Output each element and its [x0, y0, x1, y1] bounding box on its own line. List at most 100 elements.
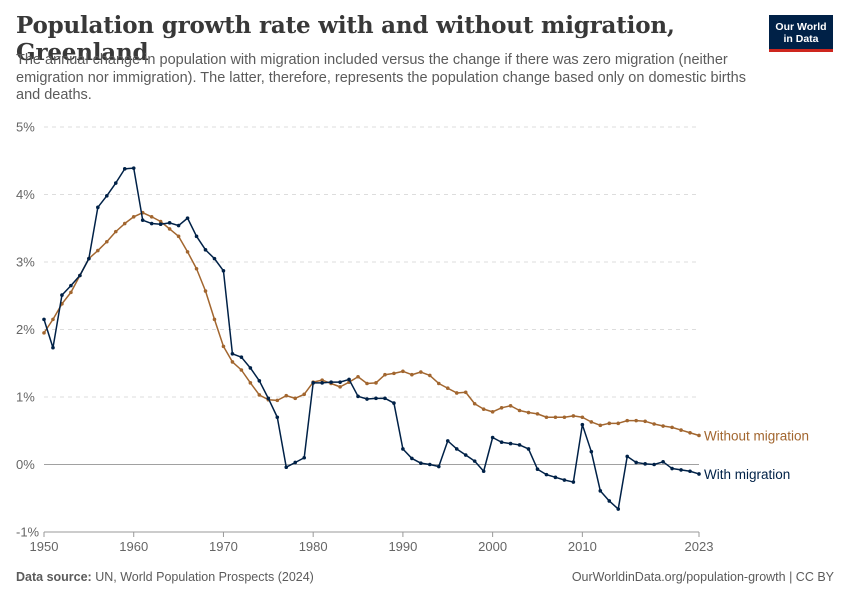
x-tick-label: 1950	[30, 539, 59, 554]
with-migration-point	[401, 447, 405, 451]
with-migration-point	[51, 345, 55, 350]
x-tick-label: 1970	[209, 539, 238, 554]
with-migration-point	[338, 380, 342, 384]
with-migration-point	[428, 462, 432, 467]
without-migration-point	[176, 234, 181, 239]
without-migration-point	[490, 410, 495, 414]
without-migration-point	[553, 415, 558, 420]
y-tick-label: 1%	[16, 390, 35, 405]
with-migration-point	[526, 447, 531, 451]
chart-title: Population growth rate with and without …	[16, 12, 675, 66]
with-migration-point	[383, 396, 387, 401]
with-migration-point	[239, 355, 244, 359]
without-migration-point	[607, 421, 612, 426]
source-url[interactable]: OurWorldinData.org/population-growth | C…	[571, 570, 834, 584]
without-migration-point	[410, 372, 414, 377]
without-migration-line	[43, 211, 700, 437]
with-migration-point	[356, 394, 360, 399]
with-migration-point	[553, 475, 558, 480]
data-source-text[interactable]: UN, World Population Prospects (2024)	[95, 570, 314, 584]
with-migration-point	[517, 443, 522, 447]
without-migration-point	[69, 290, 73, 295]
without-migration-point	[428, 373, 432, 378]
with-migration-point	[122, 167, 127, 171]
without-migration-point	[445, 386, 450, 391]
without-migration-point	[688, 430, 692, 435]
with-migration-point	[661, 460, 665, 464]
with-migration-point	[149, 221, 154, 226]
without-migration-point	[463, 390, 468, 395]
with-migration-point	[589, 449, 594, 454]
with-migration-point	[60, 293, 64, 297]
without-migration-point	[544, 415, 549, 420]
without-migration-point	[248, 381, 253, 385]
with-migration-point	[643, 462, 647, 466]
without-migration-point	[284, 393, 289, 398]
with-migration-point	[481, 469, 486, 474]
with-migration-point	[78, 273, 82, 278]
without-migration-label: Without migration	[704, 428, 809, 443]
without-migration-point	[589, 420, 594, 424]
data-source: Data source: UN, World Population Prospe…	[16, 570, 314, 584]
without-migration-point	[616, 421, 621, 426]
y-tick-label: 3%	[16, 255, 35, 270]
with-migration-point	[176, 223, 181, 228]
without-migration-point	[365, 381, 369, 386]
grid-lines	[44, 126, 699, 533]
x-tick-label: 1990	[388, 539, 417, 554]
with-migration-point	[616, 507, 621, 511]
without-migration-point	[221, 344, 226, 349]
with-migration-point	[652, 462, 656, 467]
with-migration-point	[87, 256, 91, 261]
without-migration-point	[679, 428, 683, 432]
without-migration-point	[598, 423, 603, 428]
x-tick-label: 1980	[299, 539, 328, 554]
with-migration-point	[670, 466, 674, 471]
with-migration-point	[131, 166, 136, 170]
series-labels: Without migration With migration	[704, 428, 809, 481]
without-migration-point	[392, 371, 396, 376]
without-migration-point	[203, 289, 208, 293]
y-axis-ticks: -1% 0% 1% 2% 3% 4% 5%	[16, 120, 40, 540]
owid-logo[interactable]: Our World in Data	[769, 15, 833, 52]
without-migration-point	[481, 407, 486, 411]
without-migration-point	[517, 408, 522, 413]
y-tick-label: 0%	[16, 457, 35, 472]
without-migration-point	[212, 317, 217, 322]
without-migration-point	[122, 221, 127, 226]
with-migration-point	[302, 455, 307, 460]
with-migration-point	[347, 377, 351, 382]
without-migration-point	[356, 374, 360, 379]
without-migration-point	[562, 415, 567, 420]
without-migration-point	[652, 422, 656, 426]
without-migration-point	[419, 370, 423, 374]
with-migration-point	[571, 480, 576, 484]
data-source-label: Data source:	[16, 570, 92, 584]
with-migration-point	[194, 234, 199, 239]
with-migration-point	[113, 181, 118, 185]
with-migration-point	[598, 489, 603, 493]
with-migration-point	[580, 422, 585, 427]
without-migration-point	[194, 266, 199, 271]
without-migration-point	[499, 406, 504, 410]
with-migration-point	[185, 216, 190, 220]
with-migration-point	[320, 381, 324, 385]
chart-subtitle: The annual change in population with mig…	[16, 52, 746, 103]
logo-line-2: in Data	[783, 33, 819, 45]
with-migration-point	[625, 454, 630, 459]
y-tick-label: 5%	[16, 120, 35, 135]
with-migration-point	[607, 499, 612, 503]
without-migration-point	[580, 415, 585, 420]
without-migration-point	[508, 403, 513, 408]
without-migration-point	[436, 381, 441, 386]
with-migration-point	[535, 467, 540, 472]
with-migration-point	[679, 468, 683, 472]
with-migration-point	[69, 283, 73, 288]
with-migration-point	[544, 472, 549, 477]
with-migration-label: With migration	[704, 467, 790, 482]
with-migration-point	[212, 256, 217, 261]
without-migration-point	[158, 219, 163, 224]
without-migration-point	[320, 378, 324, 382]
without-migration-point	[472, 401, 477, 406]
with-migration-point	[105, 194, 109, 198]
